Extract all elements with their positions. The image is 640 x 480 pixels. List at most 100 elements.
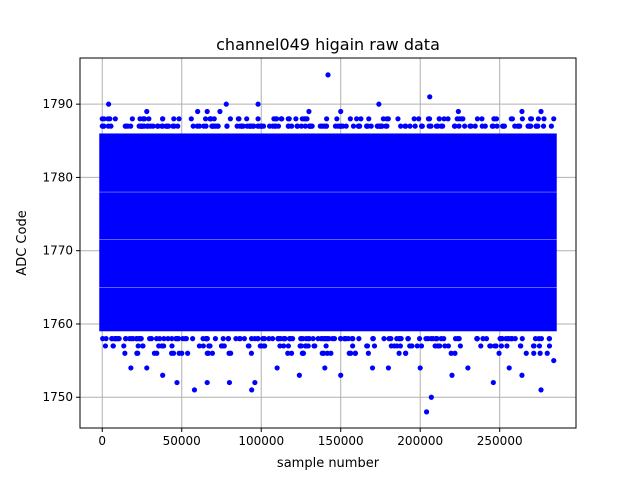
data-point [368,123,374,129]
data-point [134,350,140,356]
data-point [370,336,376,342]
data-point [459,116,465,122]
data-point [494,123,500,129]
data-point [324,350,330,356]
data-point [416,336,423,342]
data-point [165,336,171,342]
data-point [106,101,112,107]
data-point [161,336,167,342]
data-point [269,336,276,342]
data-point [277,343,283,349]
data-point [396,350,402,356]
data-point [285,350,291,356]
data-point [349,336,355,342]
data-point [101,116,107,122]
data-point [148,123,154,129]
data-point [321,336,328,342]
data-point [190,123,196,129]
x-axis-label: sample number [277,456,380,471]
data-point [546,343,553,349]
data-point [204,108,210,115]
data-point [144,365,150,371]
data-point [298,123,305,129]
y-axis-label: ADC Code [15,210,30,275]
data-point [255,336,261,342]
data-point [220,336,226,342]
data-point [135,343,141,349]
data-point [323,343,329,349]
data-point [457,343,463,349]
data-point [537,350,543,356]
data-point [180,336,186,342]
data-point [538,387,544,393]
data-point [506,336,512,342]
data-point [337,336,344,342]
data-point [449,372,455,378]
data-point [532,336,539,342]
data-point [154,123,160,129]
data-point [160,116,166,122]
data-point [169,350,175,356]
data-point [185,350,191,356]
data-point [306,108,312,115]
data-point [247,123,254,129]
data-point [191,387,198,393]
data-point [519,108,525,115]
data-point [305,336,311,342]
data-point [133,336,139,342]
data-point [217,108,223,115]
data-point [156,343,162,349]
data-point [307,123,313,129]
data-point [474,116,481,122]
data-point [110,343,116,349]
data-point [252,379,258,386]
data-point [342,336,348,342]
data-point [209,350,216,356]
data-point [478,343,484,349]
data-point [506,365,512,371]
data-point [237,336,243,342]
data-point [432,343,438,349]
data-point [300,336,306,342]
data-point [324,116,330,122]
data-point [204,350,210,356]
data-point [248,350,255,356]
data-point [541,116,547,122]
data-point [140,343,146,349]
y-tick-label: 1770 [42,244,73,258]
data-point [249,387,255,393]
data-point [468,123,474,129]
data-point [311,343,317,349]
data-point [200,336,206,342]
data-point [319,350,325,356]
data-point [407,123,413,129]
data-point [142,116,148,122]
data-point [452,350,458,356]
data-point [105,116,111,122]
data-point [289,123,295,129]
data-point [302,123,308,129]
data-point [540,123,547,129]
data-point [338,108,344,115]
data-point [329,336,336,342]
data-point [551,357,557,364]
data-point [285,116,291,122]
data-point [523,350,529,356]
data-point [123,336,129,342]
data-point [176,116,182,122]
data-point [433,123,439,129]
data-point [278,116,284,122]
data-point [434,336,440,342]
data-point [551,116,557,122]
data-point [346,350,352,356]
data-point [255,101,261,107]
data-point [293,116,299,122]
data-point [548,123,554,129]
data-point [358,116,364,122]
x-tick-label: 150000 [318,434,364,448]
data-point [428,123,434,129]
data-point [160,372,166,378]
data-point [395,116,401,122]
data-point [533,123,539,129]
data-point [260,123,267,129]
